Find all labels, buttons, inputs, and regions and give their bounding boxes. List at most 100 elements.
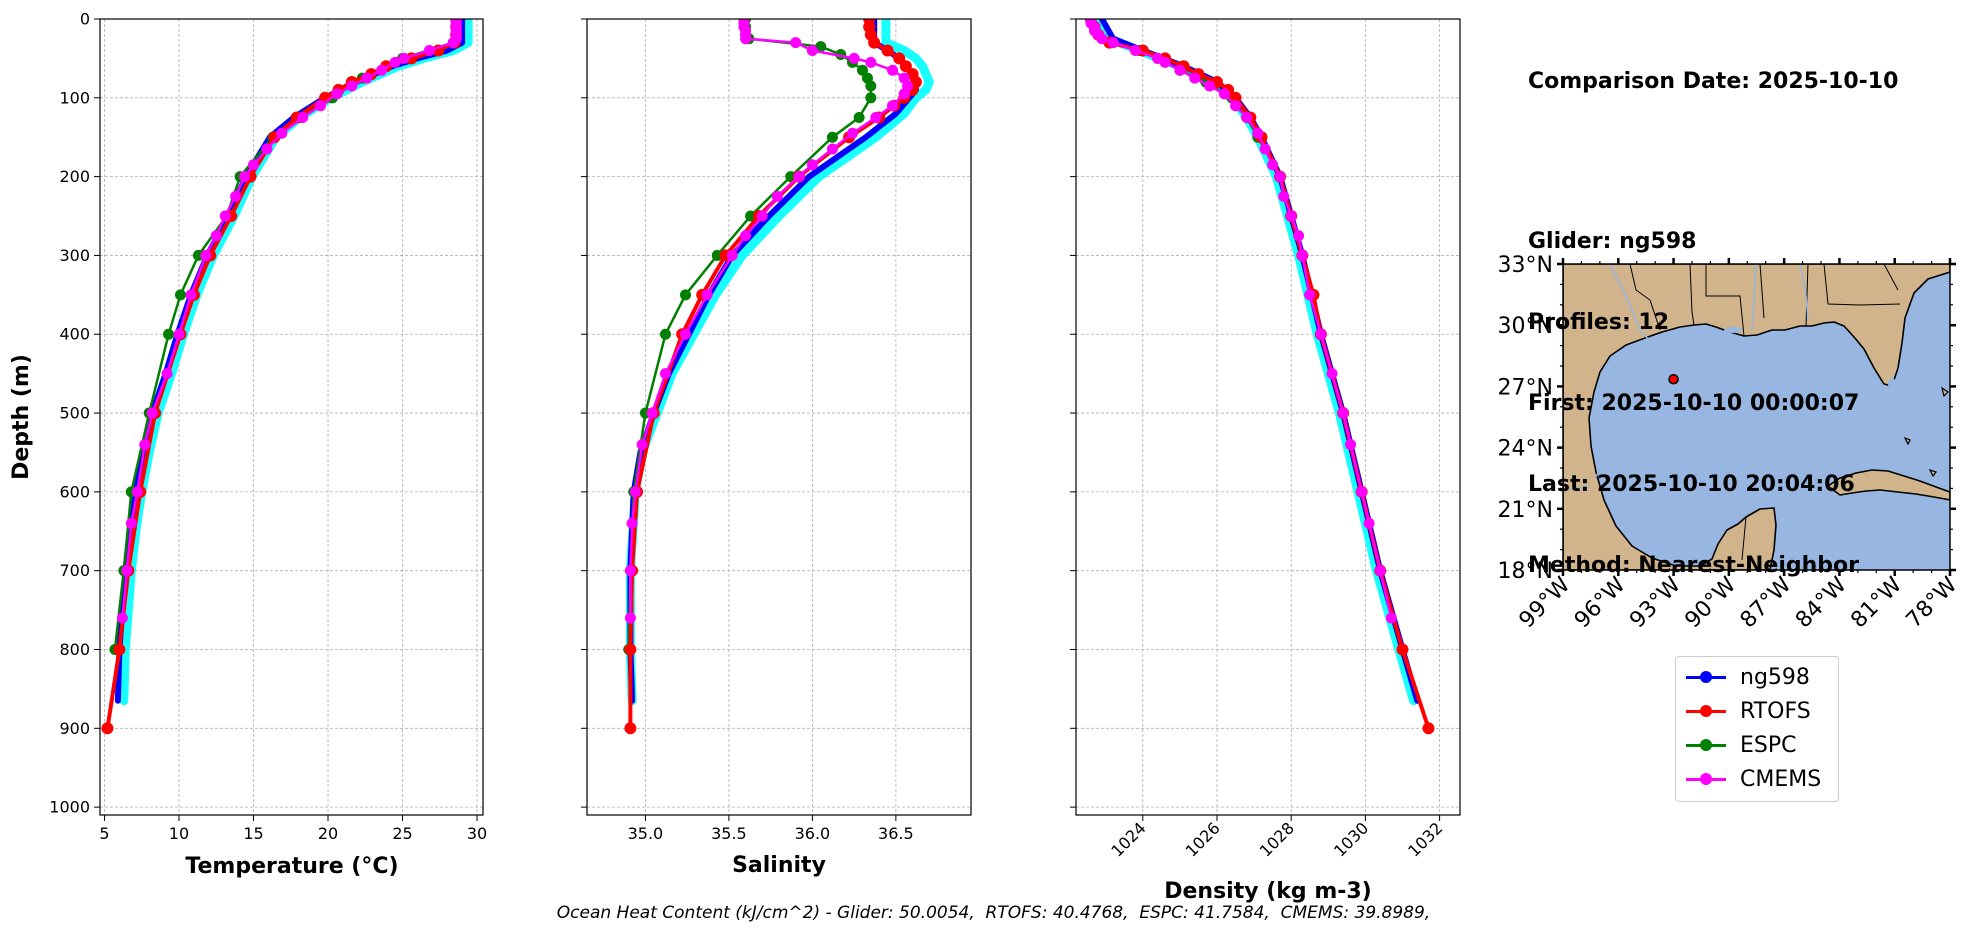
data-point-cmems xyxy=(219,210,231,222)
series-line-rtofs xyxy=(1088,19,1431,731)
map-frame xyxy=(1562,263,1951,571)
data-point-cmems xyxy=(624,612,636,624)
map-lake-pontchartrain xyxy=(1724,327,1742,333)
data-point-cmems xyxy=(239,171,251,183)
data-point-cmems xyxy=(1204,80,1216,92)
data-point-cmems xyxy=(173,328,185,340)
data-point-cmems xyxy=(646,407,658,419)
data-point-cmems xyxy=(139,439,151,451)
data-point-cmems xyxy=(1293,230,1305,242)
x-tick-label: 35.5 xyxy=(711,824,747,843)
data-point-cmems xyxy=(125,517,137,529)
data-point-cmems xyxy=(131,486,143,498)
data-point-cmems xyxy=(331,88,343,100)
glider-location-map: 33°N30°N27°N24°N21°N18°N99°W96°W93°W90°W… xyxy=(1498,253,1963,633)
profile-count: Profiles: 12 xyxy=(1528,310,1670,335)
x-tick-label: 1030 xyxy=(1330,818,1372,860)
data-point-cmems xyxy=(680,328,692,340)
y-tick-label: 0 xyxy=(80,10,90,29)
y-tick-label: 300 xyxy=(59,246,90,265)
data-point-cmems xyxy=(230,190,242,202)
data-point-cmems xyxy=(361,72,373,84)
data-point-cmems xyxy=(826,143,838,155)
depth-axis-label: Depth (m) xyxy=(9,354,34,480)
data-point-cmems xyxy=(1285,210,1297,222)
data-point-cmems xyxy=(756,210,768,222)
data-point-cmems xyxy=(1315,328,1327,340)
x-tick-label: 30 xyxy=(467,824,487,843)
data-point-cmems xyxy=(398,52,410,64)
data-point-cmems xyxy=(210,230,222,242)
data-point-espc xyxy=(680,289,692,301)
data-point-espc xyxy=(856,64,868,76)
data-point-rtofs xyxy=(1396,643,1409,656)
data-point-cmems xyxy=(1159,56,1171,68)
data-point-cmems xyxy=(790,37,802,49)
data-point-cmems xyxy=(1252,127,1264,139)
data-point-cmems xyxy=(898,88,910,100)
data-point-cmems xyxy=(346,80,358,92)
x-tick-label: 36.5 xyxy=(878,824,914,843)
density-panel: 1024 1026 1028 1030 1032 xyxy=(1070,18,1461,861)
data-point-espc xyxy=(865,92,877,104)
y-tick-label: 200 xyxy=(59,167,90,186)
data-point-cmems xyxy=(870,112,882,124)
ocean-heat-content-footer: Ocean Heat Content (kJ/cm^2) - Glider: 5… xyxy=(556,903,1431,923)
map-lon-label: 78°W xyxy=(1902,572,1963,633)
x-tick-label: 1026 xyxy=(1182,818,1224,860)
data-point-cmems xyxy=(423,45,435,57)
x-tick-label: 10 xyxy=(169,824,189,843)
data-point-cmems xyxy=(200,249,212,261)
series-line-ng598 xyxy=(1099,19,1421,704)
data-point-cmems xyxy=(1259,143,1271,155)
data-point-cmems xyxy=(806,159,818,171)
data-point-cmems xyxy=(1337,407,1349,419)
y-tick-label: 700 xyxy=(59,561,90,580)
data-point-cmems xyxy=(626,517,638,529)
data-point-cmems xyxy=(848,52,860,64)
y-tick-label: 1000 xyxy=(49,798,90,817)
salinity-panel: 35.0 35.5 36.0 36.5 xyxy=(581,18,972,843)
data-point-cmems xyxy=(185,289,197,301)
legend-entry-ng598: ng598 xyxy=(1686,661,1810,693)
data-point-rtofs xyxy=(624,643,637,656)
x-tick-label: 20 xyxy=(318,824,338,843)
map-lat-label: 27°N xyxy=(1498,375,1553,400)
data-point-espc xyxy=(711,249,723,261)
data-point-cmems xyxy=(1385,612,1397,624)
data-point-rtofs xyxy=(113,643,126,656)
comparison-date: Comparison Date: 2025-10-10 xyxy=(1528,69,1899,94)
data-point-cmems xyxy=(1189,72,1201,84)
data-point-cmems xyxy=(276,127,288,139)
data-point-cmems xyxy=(121,565,133,577)
legend-entry-espc: ESPC xyxy=(1686,729,1797,761)
y-tick-label: 900 xyxy=(59,719,90,738)
series-group xyxy=(623,19,934,735)
data-point-cmems xyxy=(624,565,636,577)
data-point-cmems xyxy=(636,439,648,451)
map-lat-label: 24°N xyxy=(1498,437,1553,462)
data-point-rtofs xyxy=(1422,722,1435,735)
comparison-info: Comparison Date: 2025-10-10 Glider: ng59… xyxy=(1528,14,1898,606)
x-tick-label: 1028 xyxy=(1256,818,1298,860)
data-point-cmems xyxy=(740,33,752,45)
data-point-cmems xyxy=(701,289,713,301)
data-point-cmems xyxy=(1096,33,1108,45)
data-point-cmems xyxy=(1304,289,1316,301)
data-point-cmems xyxy=(726,249,738,261)
data-point-cmems xyxy=(1174,64,1186,76)
salinity-axis-label: Salinity xyxy=(732,853,826,878)
data-point-cmems xyxy=(161,368,173,380)
x-tick-label: 1024 xyxy=(1107,818,1149,860)
data-point-cmems xyxy=(1241,112,1253,124)
data-point-espc xyxy=(815,41,827,53)
axes-frame xyxy=(586,18,972,816)
legend-entry-cmems: CMEMS xyxy=(1686,763,1821,795)
glider-location-marker xyxy=(1668,374,1679,385)
data-point-cmems xyxy=(1129,45,1141,57)
data-point-rtofs xyxy=(893,52,906,65)
x-tick-label: 1032 xyxy=(1404,818,1446,860)
x-tick-label: 25 xyxy=(392,824,412,843)
series-line-cmems xyxy=(629,19,909,620)
interpolation-method: Method: Nearest-Neighbor xyxy=(1528,553,1859,578)
